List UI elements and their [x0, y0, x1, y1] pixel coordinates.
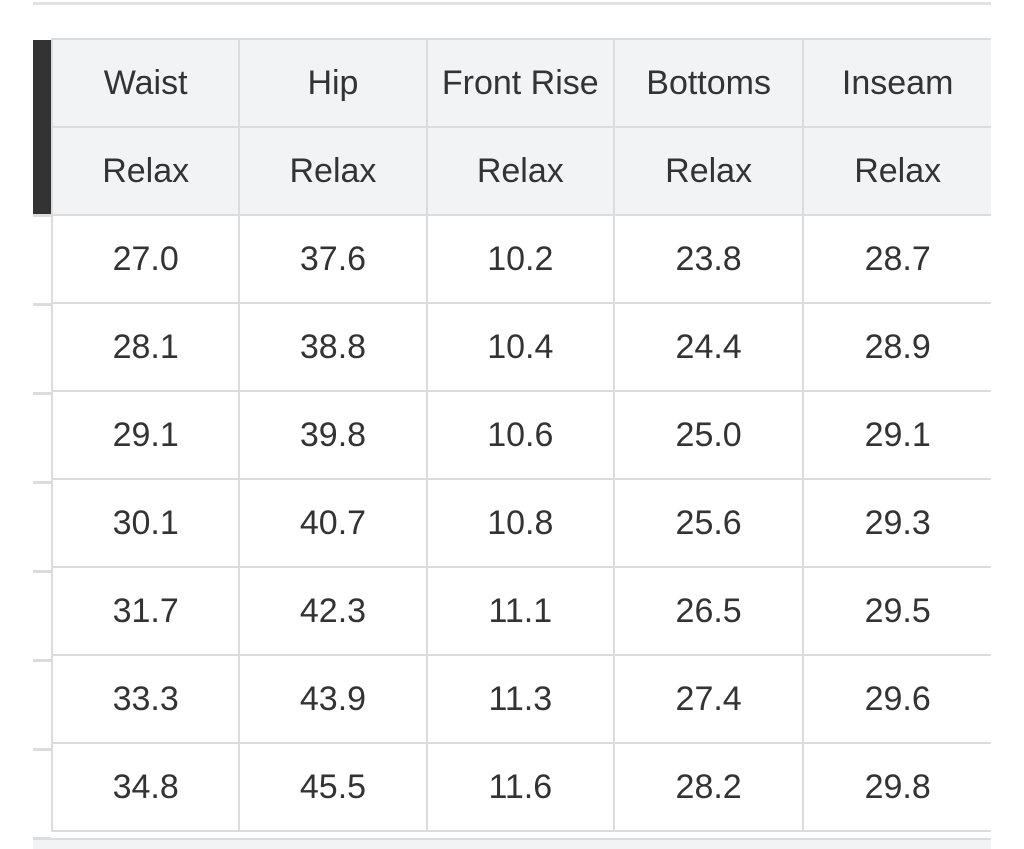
header-cell: Waist	[50, 38, 241, 128]
table-cell: 27.0	[50, 214, 241, 304]
table-row: 27.0 37.6 10.2 23.8 28.7	[50, 214, 991, 304]
table-cell: 31.7	[50, 566, 241, 656]
table-cell: 28.1	[50, 302, 241, 392]
table-cell: 10.8	[425, 478, 615, 568]
table-cell: 29.8	[802, 742, 991, 832]
header-cell: Relax	[50, 126, 241, 216]
table-row: 33.3 43.9 11.3 27.4 29.6	[50, 654, 991, 744]
subheader-row: Relax Relax Relax Relax Relax	[50, 126, 991, 216]
table-cell: 11.1	[425, 566, 615, 656]
header-cell: Relax	[238, 126, 428, 216]
table-cell: 29.6	[802, 654, 991, 744]
table-cell: 38.8	[238, 302, 428, 392]
table-cell: 28.7	[802, 214, 991, 304]
table-footer-row	[33, 838, 991, 849]
table-row: 28.1 38.8 10.4 24.4 28.9	[50, 302, 991, 392]
table-cell: 25.0	[612, 390, 805, 480]
table-row: 29.1 39.8 10.6 25.0 29.1	[50, 390, 991, 480]
table-cell: 23.8	[612, 214, 805, 304]
table-cell: 29.1	[50, 390, 241, 480]
table-cell: 25.6	[612, 478, 805, 568]
row-divider	[33, 837, 51, 840]
top-divider	[33, 2, 991, 5]
header-cell: Relax	[802, 126, 991, 216]
table-cell: 10.4	[425, 302, 615, 392]
table-cell: 24.4	[612, 302, 805, 392]
table-cell: 45.5	[238, 742, 428, 832]
row-divider	[33, 570, 51, 573]
table-cell: 26.5	[612, 566, 805, 656]
table-cell: 11.3	[425, 654, 615, 744]
table-cell: 30.1	[50, 478, 241, 568]
table-cell: 29.5	[802, 566, 991, 656]
table-cell: 28.9	[802, 302, 991, 392]
table-cell: 11.6	[425, 742, 615, 832]
header-cell: Bottoms	[612, 38, 805, 128]
table-cell: 27.4	[612, 654, 805, 744]
table-cell: 40.7	[238, 478, 428, 568]
table-cell: 29.3	[802, 478, 991, 568]
table-cell: 10.2	[425, 214, 615, 304]
frozen-column-indicator	[33, 40, 51, 214]
table-cell: 29.1	[802, 390, 991, 480]
table-cell: 39.8	[238, 390, 428, 480]
table-row: 30.1 40.7 10.8 25.6 29.3	[50, 478, 991, 568]
table-cell: 10.6	[425, 390, 615, 480]
row-divider	[33, 303, 51, 306]
row-divider	[33, 659, 51, 662]
table-row: 31.7 42.3 11.1 26.5 29.5	[50, 566, 991, 656]
header-cell: Hip	[238, 38, 428, 128]
table-cell: 37.6	[238, 214, 428, 304]
header-cell: Inseam	[802, 38, 991, 128]
size-table: Waist Hip Front Rise Bottoms Inseam Relax Rela…	[50, 38, 991, 832]
row-divider	[33, 392, 51, 395]
size-table-container: Waist Hip Front Rise Bottoms Inseam Relax Rela…	[33, 38, 991, 849]
table-cell: 34.8	[50, 742, 241, 832]
header-cell: Relax	[425, 126, 615, 216]
table-cell: 33.3	[50, 654, 241, 744]
table-row: 34.8 45.5 11.6 28.2 29.8	[50, 742, 991, 832]
table-cell: 28.2	[612, 742, 805, 832]
row-divider	[33, 748, 51, 751]
table-cell: 42.3	[238, 566, 428, 656]
header-cell: Relax	[612, 126, 805, 216]
row-divider	[33, 214, 51, 217]
row-divider	[33, 481, 51, 484]
header-row: Waist Hip Front Rise Bottoms Inseam	[50, 38, 991, 128]
header-cell: Front Rise	[425, 38, 615, 128]
table-cell: 43.9	[238, 654, 428, 744]
